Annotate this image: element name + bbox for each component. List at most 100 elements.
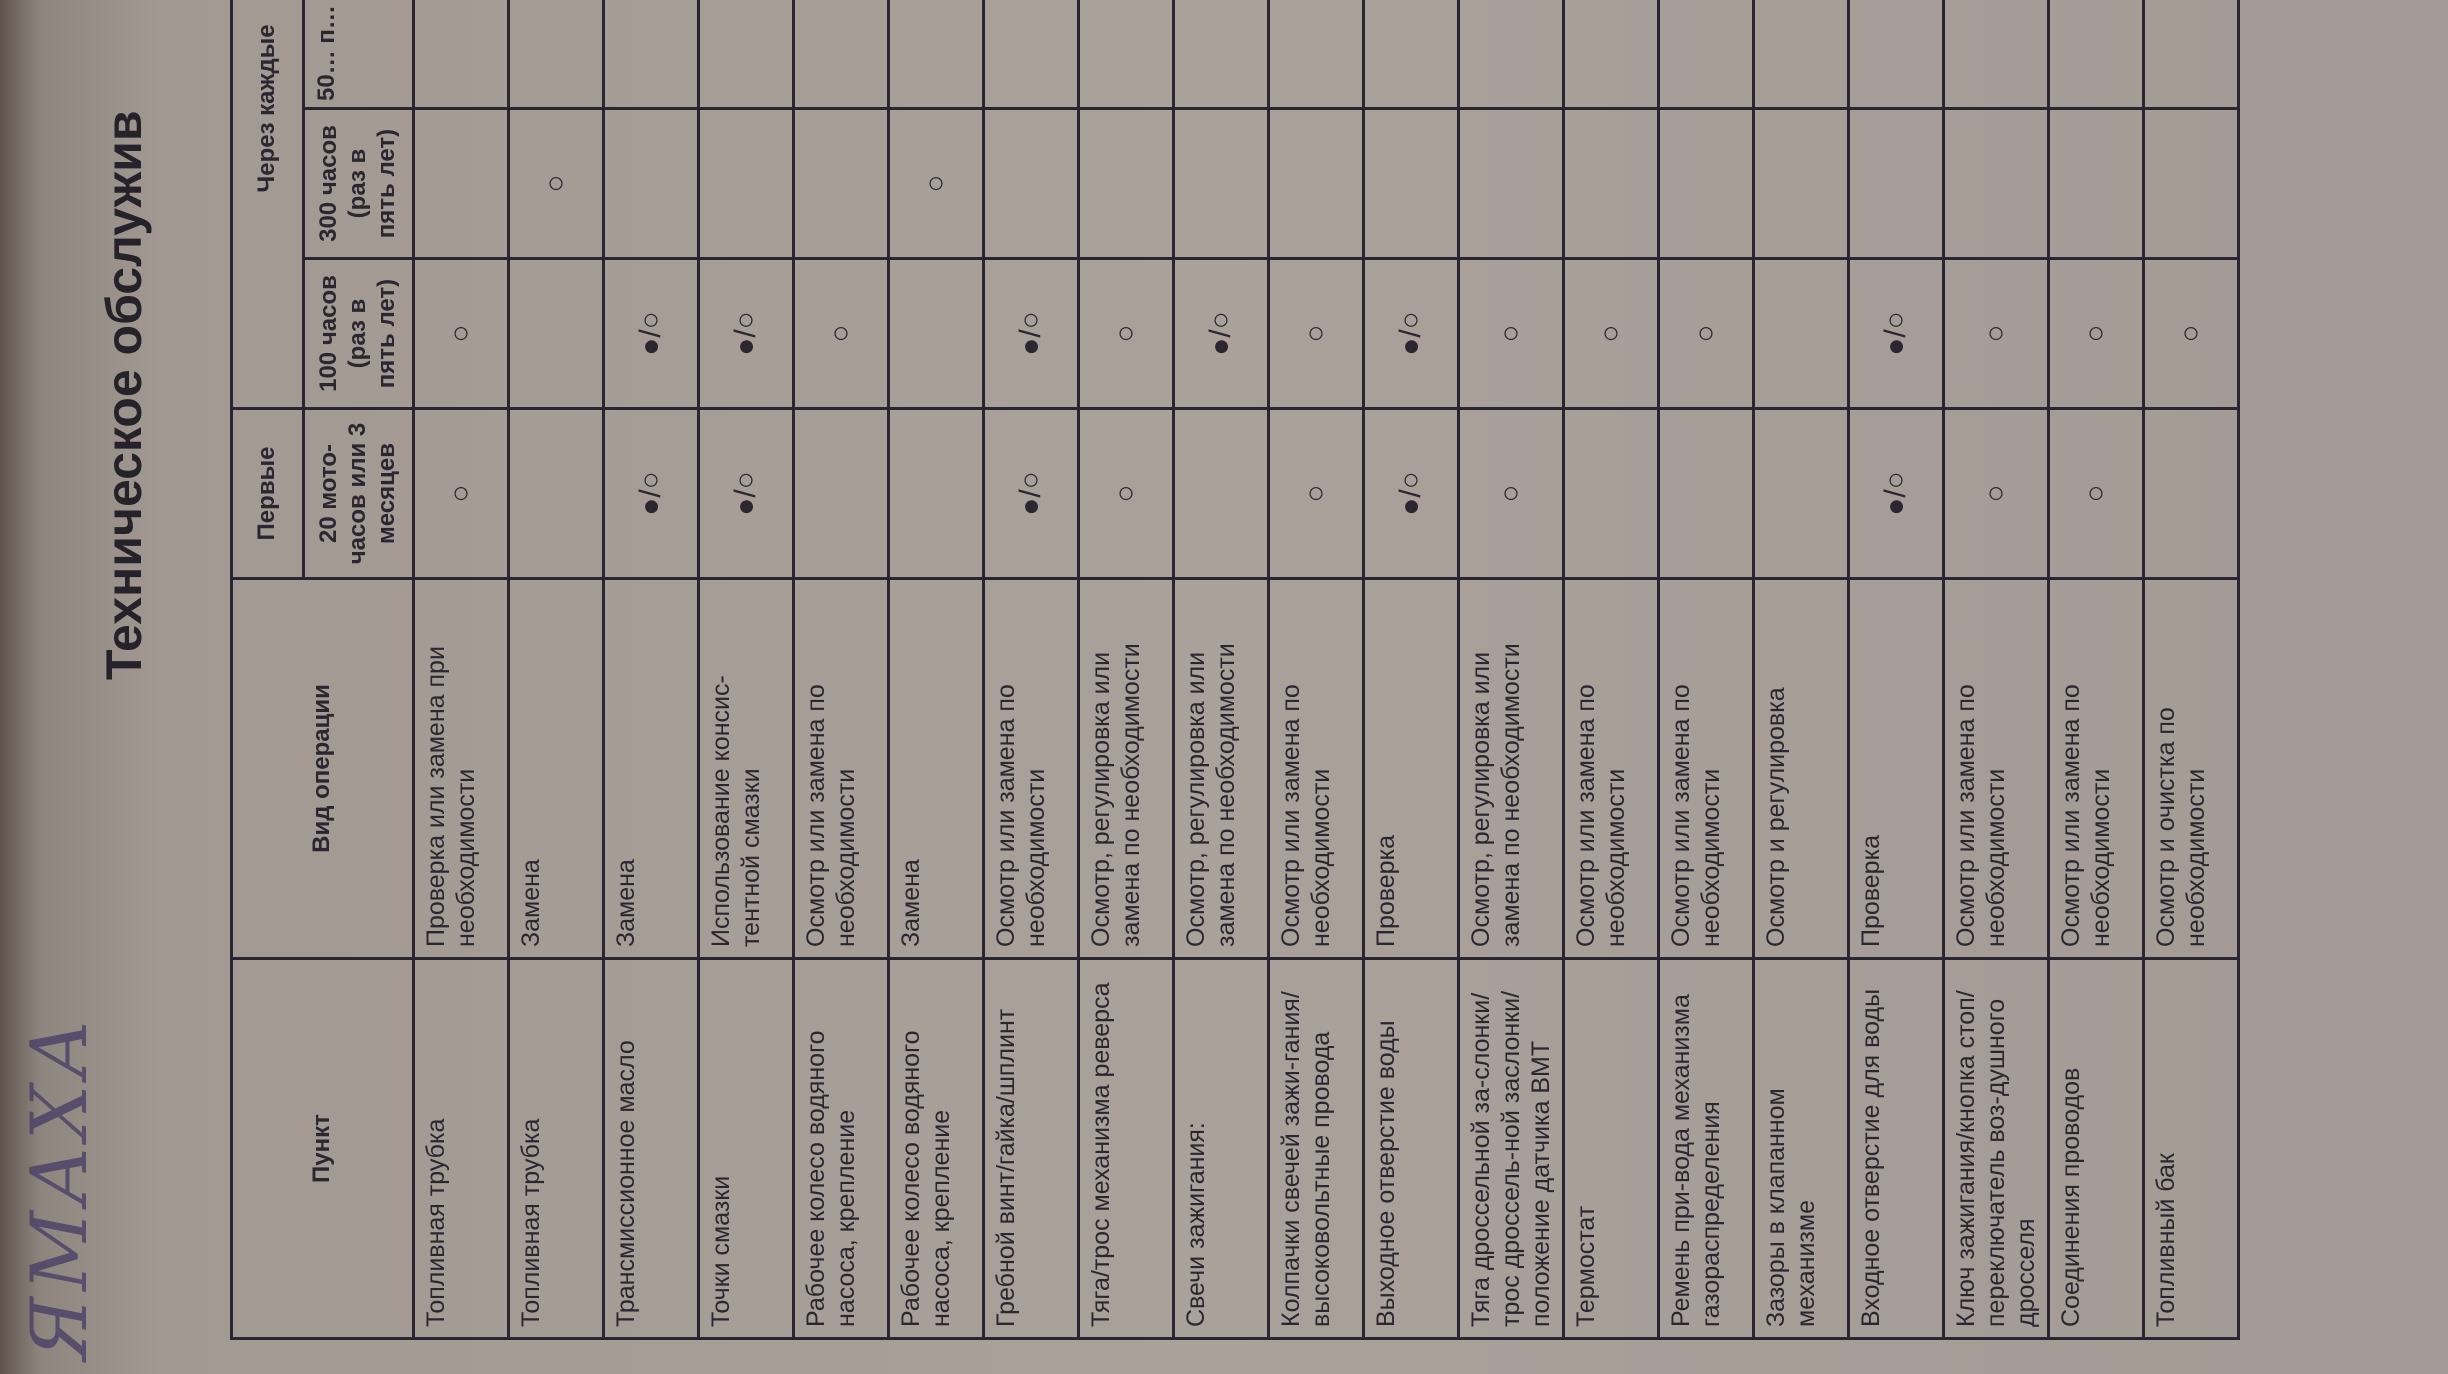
cell-100h: ●/○ xyxy=(1363,258,1459,409)
cell-item: Тяга/трос механизма реверса xyxy=(1078,958,1174,1339)
cell-100h: ○ xyxy=(2143,258,2239,409)
table-row: Колпачки свечей зажи-гания/высоковольтны… xyxy=(1268,0,1364,1339)
cell-operation: Осмотр или замена по необходимости xyxy=(1943,578,2049,959)
cell-20h xyxy=(793,408,889,579)
cell-100h: ●/○ xyxy=(698,258,794,409)
cell-operation: Замена xyxy=(603,578,699,959)
cell-20h: ●/○ xyxy=(698,408,794,579)
cell-20h: ○ xyxy=(1078,408,1174,579)
table-row: Тяга дроссельной за-слонки/трос дроссель… xyxy=(1458,0,1564,1339)
handwritten-note: ЯМАХА xyxy=(15,1013,105,1360)
cell-20h: ○ xyxy=(413,408,509,579)
table-row: Входное отверстие для воды Проверка ●/○ ●/○ xyxy=(1848,0,1944,1339)
header-100h: 100 часов (раз в пять лет) xyxy=(303,258,414,409)
cell-item: Соединения проводов xyxy=(2048,958,2144,1339)
cell-500h xyxy=(1363,0,1459,109)
cell-item: Выходное отверстие воды xyxy=(1363,958,1459,1339)
cell-20h xyxy=(1658,408,1754,579)
cell-300h xyxy=(1563,108,1659,259)
cell-100h xyxy=(888,258,984,409)
cell-100h: ○ xyxy=(2048,258,2144,409)
cell-500h xyxy=(2143,0,2239,109)
cell-300h xyxy=(603,108,699,259)
cell-100h xyxy=(508,258,604,409)
cell-20h xyxy=(2143,408,2239,579)
cell-20h xyxy=(888,408,984,579)
cell-100h: ○ xyxy=(1268,258,1364,409)
cell-item: Топливный бак xyxy=(2143,958,2239,1339)
cell-500h xyxy=(1078,0,1174,109)
table-row: Термостат Осмотр или замена по необходимо… xyxy=(1563,0,1659,1339)
cell-item: Входное отверстие для воды xyxy=(1848,958,1944,1339)
cell-item: Ремень при-вода механизма газораспределе… xyxy=(1658,958,1754,1339)
cell-100h: ○ xyxy=(1563,258,1659,409)
cell-item: Колпачки свечей зажи-гания/высоковольтны… xyxy=(1268,958,1364,1339)
page-title: Техническое обслужив xyxy=(96,110,152,680)
table-row: Топливный бак Осмотр и очистка по необход… xyxy=(2143,0,2239,1339)
cell-100h: ●/○ xyxy=(983,258,1079,409)
table-row: Выходное отверстие воды Проверка ●/○ ●/○ xyxy=(1363,0,1459,1339)
cell-20h: ●/○ xyxy=(603,408,699,579)
cell-operation: Осмотр или замена по необходимости xyxy=(793,578,889,959)
table-row: Рабочее колесо водяного насоса, креплени… xyxy=(888,0,984,1339)
cell-20h xyxy=(1563,408,1659,579)
cell-operation: Замена xyxy=(888,578,984,959)
cell-300h xyxy=(2143,108,2239,259)
table-row: Тяга/трос механизма реверса Осмотр, регул… xyxy=(1078,0,1174,1339)
cell-500h xyxy=(888,0,984,109)
cell-item: Рабочее колесо водяного насоса, креплени… xyxy=(888,958,984,1339)
header-20h: 20 мото-часов или 3 месяцев xyxy=(303,408,414,579)
cell-operation: Осмотр, регулировка или замена по необхо… xyxy=(1458,578,1564,959)
cell-500h xyxy=(413,0,509,109)
cell-100h: ○ xyxy=(1458,258,1564,409)
cell-operation: Осмотр или замена по необходимости xyxy=(1658,578,1754,959)
cell-100h: ●/○ xyxy=(603,258,699,409)
cell-item: Топливная трубка xyxy=(413,958,509,1339)
table-row: Рабочее колесо водяного насоса, креплени… xyxy=(793,0,889,1339)
cell-500h xyxy=(793,0,889,109)
cell-operation: Осмотр и регулировка xyxy=(1753,578,1849,959)
cell-500h xyxy=(2048,0,2144,109)
maintenance-table: Пункт Вид операции Первые Через каждые 2… xyxy=(230,0,2240,1340)
cell-500h xyxy=(1848,0,1944,109)
header-500h: 50… п… xyxy=(303,0,414,109)
cell-20h: ○ xyxy=(2048,408,2144,579)
cell-20h: ○ xyxy=(1268,408,1364,579)
cell-100h: ○ xyxy=(1658,258,1754,409)
cell-item: Рабочее колесо водяного насоса, креплени… xyxy=(793,958,889,1339)
cell-100h: ○ xyxy=(793,258,889,409)
cell-500h xyxy=(603,0,699,109)
cell-item: Трансмиссионное масло xyxy=(603,958,699,1339)
cell-300h xyxy=(413,108,509,259)
cell-operation: Осмотр, регулировка или замена по необхо… xyxy=(1173,578,1269,959)
cell-300h xyxy=(1753,108,1849,259)
cell-300h xyxy=(793,108,889,259)
cell-300h xyxy=(1173,108,1269,259)
cell-500h xyxy=(1458,0,1564,109)
cell-100h: ○ xyxy=(1078,258,1174,409)
cell-20h: ○ xyxy=(1943,408,2049,579)
cell-20h xyxy=(508,408,604,579)
cell-300h xyxy=(698,108,794,259)
cell-500h xyxy=(983,0,1079,109)
cell-20h xyxy=(1173,408,1269,579)
table-row: Точки смазки Использование консис-тентной… xyxy=(698,0,794,1339)
cell-300h xyxy=(983,108,1079,259)
cell-300h xyxy=(1363,108,1459,259)
table-row: Свечи зажигания: Осмотр, регулировка или … xyxy=(1173,0,1269,1339)
cell-operation: Проверка xyxy=(1363,578,1459,959)
cell-500h xyxy=(508,0,604,109)
table-row: Топливная трубка Проверка или замена при … xyxy=(413,0,509,1339)
cell-operation: Замена xyxy=(508,578,604,959)
cell-20h: ○ xyxy=(1458,408,1564,579)
cell-500h xyxy=(1173,0,1269,109)
cell-500h xyxy=(1268,0,1364,109)
cell-100h: ○ xyxy=(413,258,509,409)
cell-item: Свечи зажигания: xyxy=(1173,958,1269,1339)
cell-item: Термостат xyxy=(1563,958,1659,1339)
cell-item: Ключ зажигания/кнопка стоп/переключатель… xyxy=(1943,958,2049,1339)
cell-20h xyxy=(1753,408,1849,579)
cell-500h xyxy=(1658,0,1754,109)
cell-300h xyxy=(1658,108,1754,259)
header-operation: Вид операции xyxy=(231,578,414,959)
